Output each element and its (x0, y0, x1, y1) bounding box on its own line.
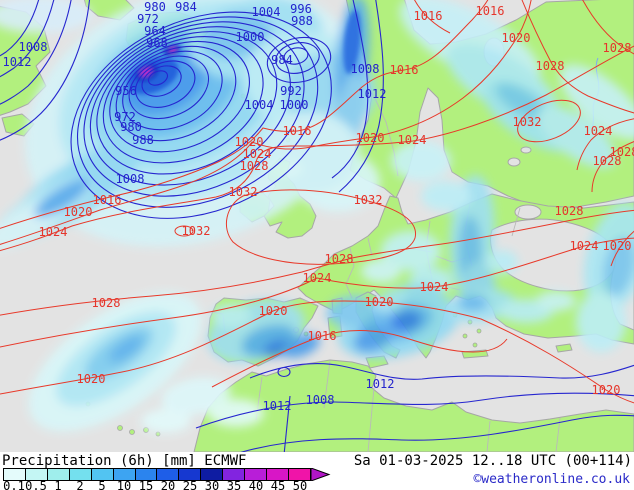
colorbar-ticks: 0.1 0.5 1 2 5 10 15 20 25 30 35 40 45 50 (3, 479, 311, 490)
colorbar-segment (47, 469, 70, 480)
colorbar-segment (157, 469, 180, 480)
isobar-layer-blue (0, 0, 634, 452)
colorbar-tick: 50 (292, 479, 308, 490)
colorbar-tick: 20 (160, 479, 176, 490)
forecast-datetime: Sa 01-03-2025 12..18 UTC (00+114) (353, 453, 632, 469)
copyright-link[interactable]: ©weatheronline.co.uk (473, 472, 630, 487)
colorbar-tick: 35 (226, 479, 242, 490)
colorbar-segment (135, 469, 158, 480)
colorbar-tick: 40 (248, 479, 264, 490)
colorbar-segment (223, 469, 246, 480)
colorbar-tick: 45 (270, 479, 286, 490)
europe-precipitation-map (0, 0, 634, 452)
colorbar-segment (25, 469, 48, 480)
footer-bar: Precipitation (6h) [mm] ECMWF 0.1 0.5 1 2 5 1… (0, 452, 634, 490)
colorbar-segment (91, 469, 114, 480)
isobar-layer-red (0, 0, 634, 404)
map-title: Precipitation (6h) [mm] ECMWF (2, 453, 247, 469)
colorbar-segment (4, 469, 26, 480)
colorbar-segment (201, 469, 224, 480)
colorbar-segment (113, 469, 136, 480)
precipitation-colorbar (3, 468, 311, 481)
colorbar-segment (69, 469, 92, 480)
colorbar-tick: 0.5 (25, 479, 47, 490)
map-area: 1008 1012 980 984 972 964 968 956 972 980 988 1004 9… (0, 0, 634, 452)
colorbar-segment (245, 469, 268, 480)
colorbar-tick: 1 (54, 479, 62, 490)
colorbar-tick: 25 (182, 479, 198, 490)
colorbar-arrow-icon (311, 468, 331, 481)
colorbar-tick: 0.1 (3, 479, 25, 490)
precipitation-heavy-core-layer (127, 10, 361, 95)
colorbar-tick: 15 (138, 479, 154, 490)
colorbar-tick: 5 (98, 479, 106, 490)
colorbar-tick: 2 (76, 479, 84, 490)
colorbar-tick: 10 (116, 479, 132, 490)
colorbar-segment (288, 469, 310, 480)
colorbar-segment (179, 469, 202, 480)
colorbar-tick: 30 (204, 479, 220, 490)
colorbar-segment (267, 469, 289, 480)
